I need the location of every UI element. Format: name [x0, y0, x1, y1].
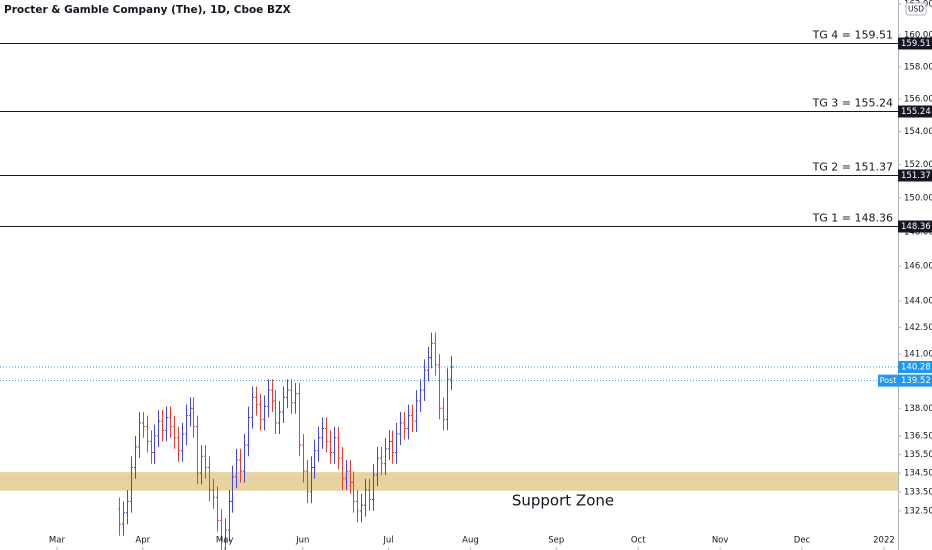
y-tick-label: 160.00	[904, 31, 932, 41]
post-tag: Post	[880, 376, 897, 385]
currency-label: USD	[908, 5, 924, 14]
target-price-label: 148.36	[901, 222, 931, 232]
target-price-box	[898, 220, 932, 233]
target-label: TG 2 = 151.37	[812, 161, 893, 174]
x-tick-label: Nov	[712, 536, 729, 546]
target-price-box	[898, 105, 932, 118]
y-tick-label: 142.50	[904, 323, 932, 333]
x-tick-label: Mar	[49, 536, 66, 546]
y-tick-label: 156.00	[904, 95, 932, 105]
y-tick-label: 135.50	[904, 450, 932, 460]
y-tick-label: 158.00	[904, 62, 932, 72]
x-tick-label: Jul	[382, 536, 393, 546]
y-tick-label: 152.00	[904, 160, 932, 170]
support-zone-label: Support Zone	[512, 491, 614, 509]
post-tag-box	[878, 374, 898, 387]
chart-title: Procter & Gamble Company (The), 1D, Cboe…	[4, 4, 291, 16]
target-label: TG 4 = 159.51	[812, 29, 893, 42]
target-price-box	[898, 169, 932, 182]
target-label: TG 1 = 148.36	[812, 212, 893, 225]
target-label: TG 3 = 155.24	[812, 97, 893, 110]
post-price-box	[898, 374, 932, 387]
last-price-box	[898, 360, 932, 373]
post-price-label: 139.52	[901, 376, 931, 386]
x-tick-label: Sep	[548, 536, 564, 546]
currency-box	[905, 2, 927, 16]
last-price-label: 140.28	[901, 362, 931, 372]
plot-area: Support Zone TG 4 = 159.51 TG 3 = 155.24 TG…	[0, 29, 898, 550]
target-price-label: 151.37	[901, 171, 931, 181]
x-tick-label: May	[216, 536, 234, 546]
y-tick-label: 138.00	[904, 404, 932, 414]
y-tick-label: 136.50	[904, 431, 932, 441]
x-tick-label: Oct	[631, 536, 646, 546]
x-tick-label: Jun	[295, 536, 309, 546]
y-tick-label: 154.00	[904, 127, 932, 137]
y-tick-label: 132.50	[904, 506, 932, 516]
target-price-label: 155.24	[901, 107, 931, 117]
y-tick-label: 146.00	[904, 262, 932, 272]
y-tick-label: 150.00	[904, 193, 932, 203]
x-tick-label: Aug	[462, 536, 479, 546]
support-zone	[0, 472, 898, 491]
x-tick-label: 2022	[873, 536, 895, 546]
y-tick-label: 141.00	[904, 350, 932, 360]
target-price-box	[898, 37, 932, 50]
y-tick-label: 144.00	[904, 296, 932, 306]
x-tick-label: Apr	[135, 536, 150, 546]
y-tick-label: 134.50	[904, 469, 932, 479]
x-tick-label: Dec	[794, 536, 811, 546]
target-price-label: 159.51	[901, 39, 931, 49]
y-tick-label: 133.50	[904, 487, 932, 497]
